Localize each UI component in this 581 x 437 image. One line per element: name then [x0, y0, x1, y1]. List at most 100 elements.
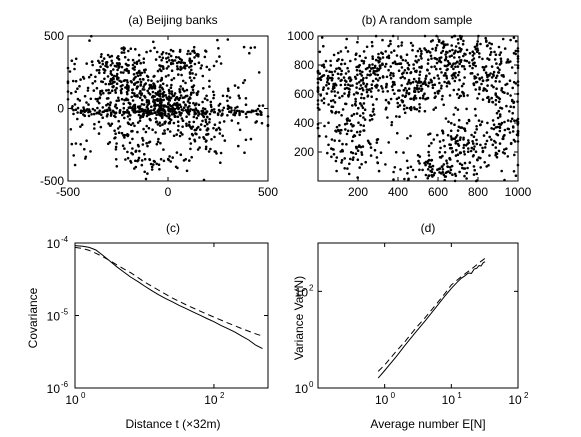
panel-b-point [481, 57, 484, 61]
panel-a-point [198, 146, 201, 149]
panel-a-point [85, 101, 88, 104]
panel-b-point [384, 50, 388, 53]
panel-a-point [175, 133, 178, 136]
panel-a-point [168, 155, 171, 158]
panel-a-point [103, 77, 106, 81]
panel-a-point [207, 150, 211, 153]
panel-b-point [359, 102, 362, 105]
panel-b-point [327, 82, 331, 86]
panel-b-point [503, 128, 507, 132]
panel-a-point [113, 74, 116, 78]
panel-a-point [76, 97, 80, 101]
panel-a-point [126, 108, 129, 112]
panel-b-point [503, 91, 506, 94]
panel-b-point [450, 44, 454, 47]
panel-a-point [79, 125, 82, 128]
panel-b-point [352, 124, 355, 128]
panel-b-point [454, 71, 457, 75]
panel-a-point [127, 111, 131, 114]
panel-a-point [167, 95, 171, 98]
panel-b-point [407, 78, 411, 82]
panel-a-point [253, 46, 257, 49]
panel-b-point [494, 146, 498, 149]
panel-b-point [371, 103, 375, 106]
panel-a-point [172, 121, 176, 125]
panel-a-point [74, 57, 78, 61]
panel-a-point [243, 151, 246, 154]
panel-a-point [108, 103, 112, 107]
panel-a-point [197, 125, 200, 129]
panel-a-point [145, 114, 149, 118]
panel-b-point [362, 102, 366, 105]
panel-b-point [451, 77, 455, 80]
panel-b-point [414, 97, 418, 100]
panel-a-point [173, 114, 177, 118]
panel-a-point [180, 60, 183, 64]
panel-b-point [454, 76, 458, 79]
panel-a-point [92, 112, 96, 116]
panel-b-point [390, 85, 394, 88]
panel-a-point [178, 110, 181, 114]
panel-a-point [166, 128, 170, 131]
panel-a-point [110, 122, 114, 126]
panel-b-point [392, 178, 395, 181]
panel-b-point [402, 107, 406, 111]
panel-b-point [332, 53, 336, 57]
panel-b-point [356, 149, 360, 152]
panel-b-point [462, 143, 466, 147]
panel-a-point [99, 91, 102, 95]
panel-a-point [189, 93, 193, 96]
panel-a-point [117, 131, 121, 134]
panel-b-point [463, 129, 467, 133]
panel-b-point [460, 35, 464, 38]
panel-b-point [339, 50, 343, 53]
panel-a-point [182, 61, 185, 65]
panel-a-point [246, 110, 249, 114]
panel-b-point [465, 177, 468, 180]
panel-b-point [368, 65, 371, 69]
panel-b-point [500, 169, 504, 173]
panel-b-point [508, 131, 512, 134]
panel-b-point [418, 106, 422, 109]
panel-a-point [163, 121, 166, 124]
panel-b-point [402, 151, 405, 154]
panel-a-point [171, 49, 175, 53]
panel-a-point [119, 71, 123, 74]
panel-d-xtick-label: 10 [508, 393, 522, 407]
panel-b-point [512, 101, 515, 104]
panel-b-point [488, 41, 491, 45]
panel-b-point [506, 119, 510, 122]
panel-b-point [426, 84, 430, 88]
panel-b-point [467, 118, 471, 122]
panel-a-point [254, 109, 258, 112]
panel-b-point [486, 84, 489, 87]
panel-a-point [149, 49, 152, 53]
panel-a-point [189, 52, 192, 55]
panel-a-point [101, 106, 105, 109]
panel-a-point [124, 86, 127, 89]
panel-a-point [152, 163, 155, 166]
panel-b-point [441, 165, 444, 168]
panel-a-point [116, 127, 120, 130]
panel-d-xtick-exponent: 0 [391, 391, 396, 400]
panel-b-point [337, 129, 341, 133]
panel-a-point [140, 71, 144, 75]
panel-b-point [470, 133, 473, 137]
panel-b-point [475, 125, 478, 128]
panel-b-point [420, 89, 423, 92]
panel-b-point [360, 153, 364, 156]
panel-b-point [425, 50, 429, 54]
panel-b-point [363, 118, 367, 121]
panel-a-point [226, 114, 229, 117]
panel-b-point [443, 178, 447, 182]
panel-a-point [74, 90, 77, 93]
panel-a-point [79, 109, 83, 112]
panel-b-point [476, 158, 479, 162]
panel-d-xtick-exponent: 1 [457, 391, 462, 400]
panel-a-point [167, 52, 171, 56]
panel-a-point [130, 130, 134, 133]
panel-b-point [341, 108, 345, 111]
panel-b-point [397, 45, 400, 48]
panel-a-point [225, 94, 229, 98]
panel-a-point [169, 118, 173, 122]
